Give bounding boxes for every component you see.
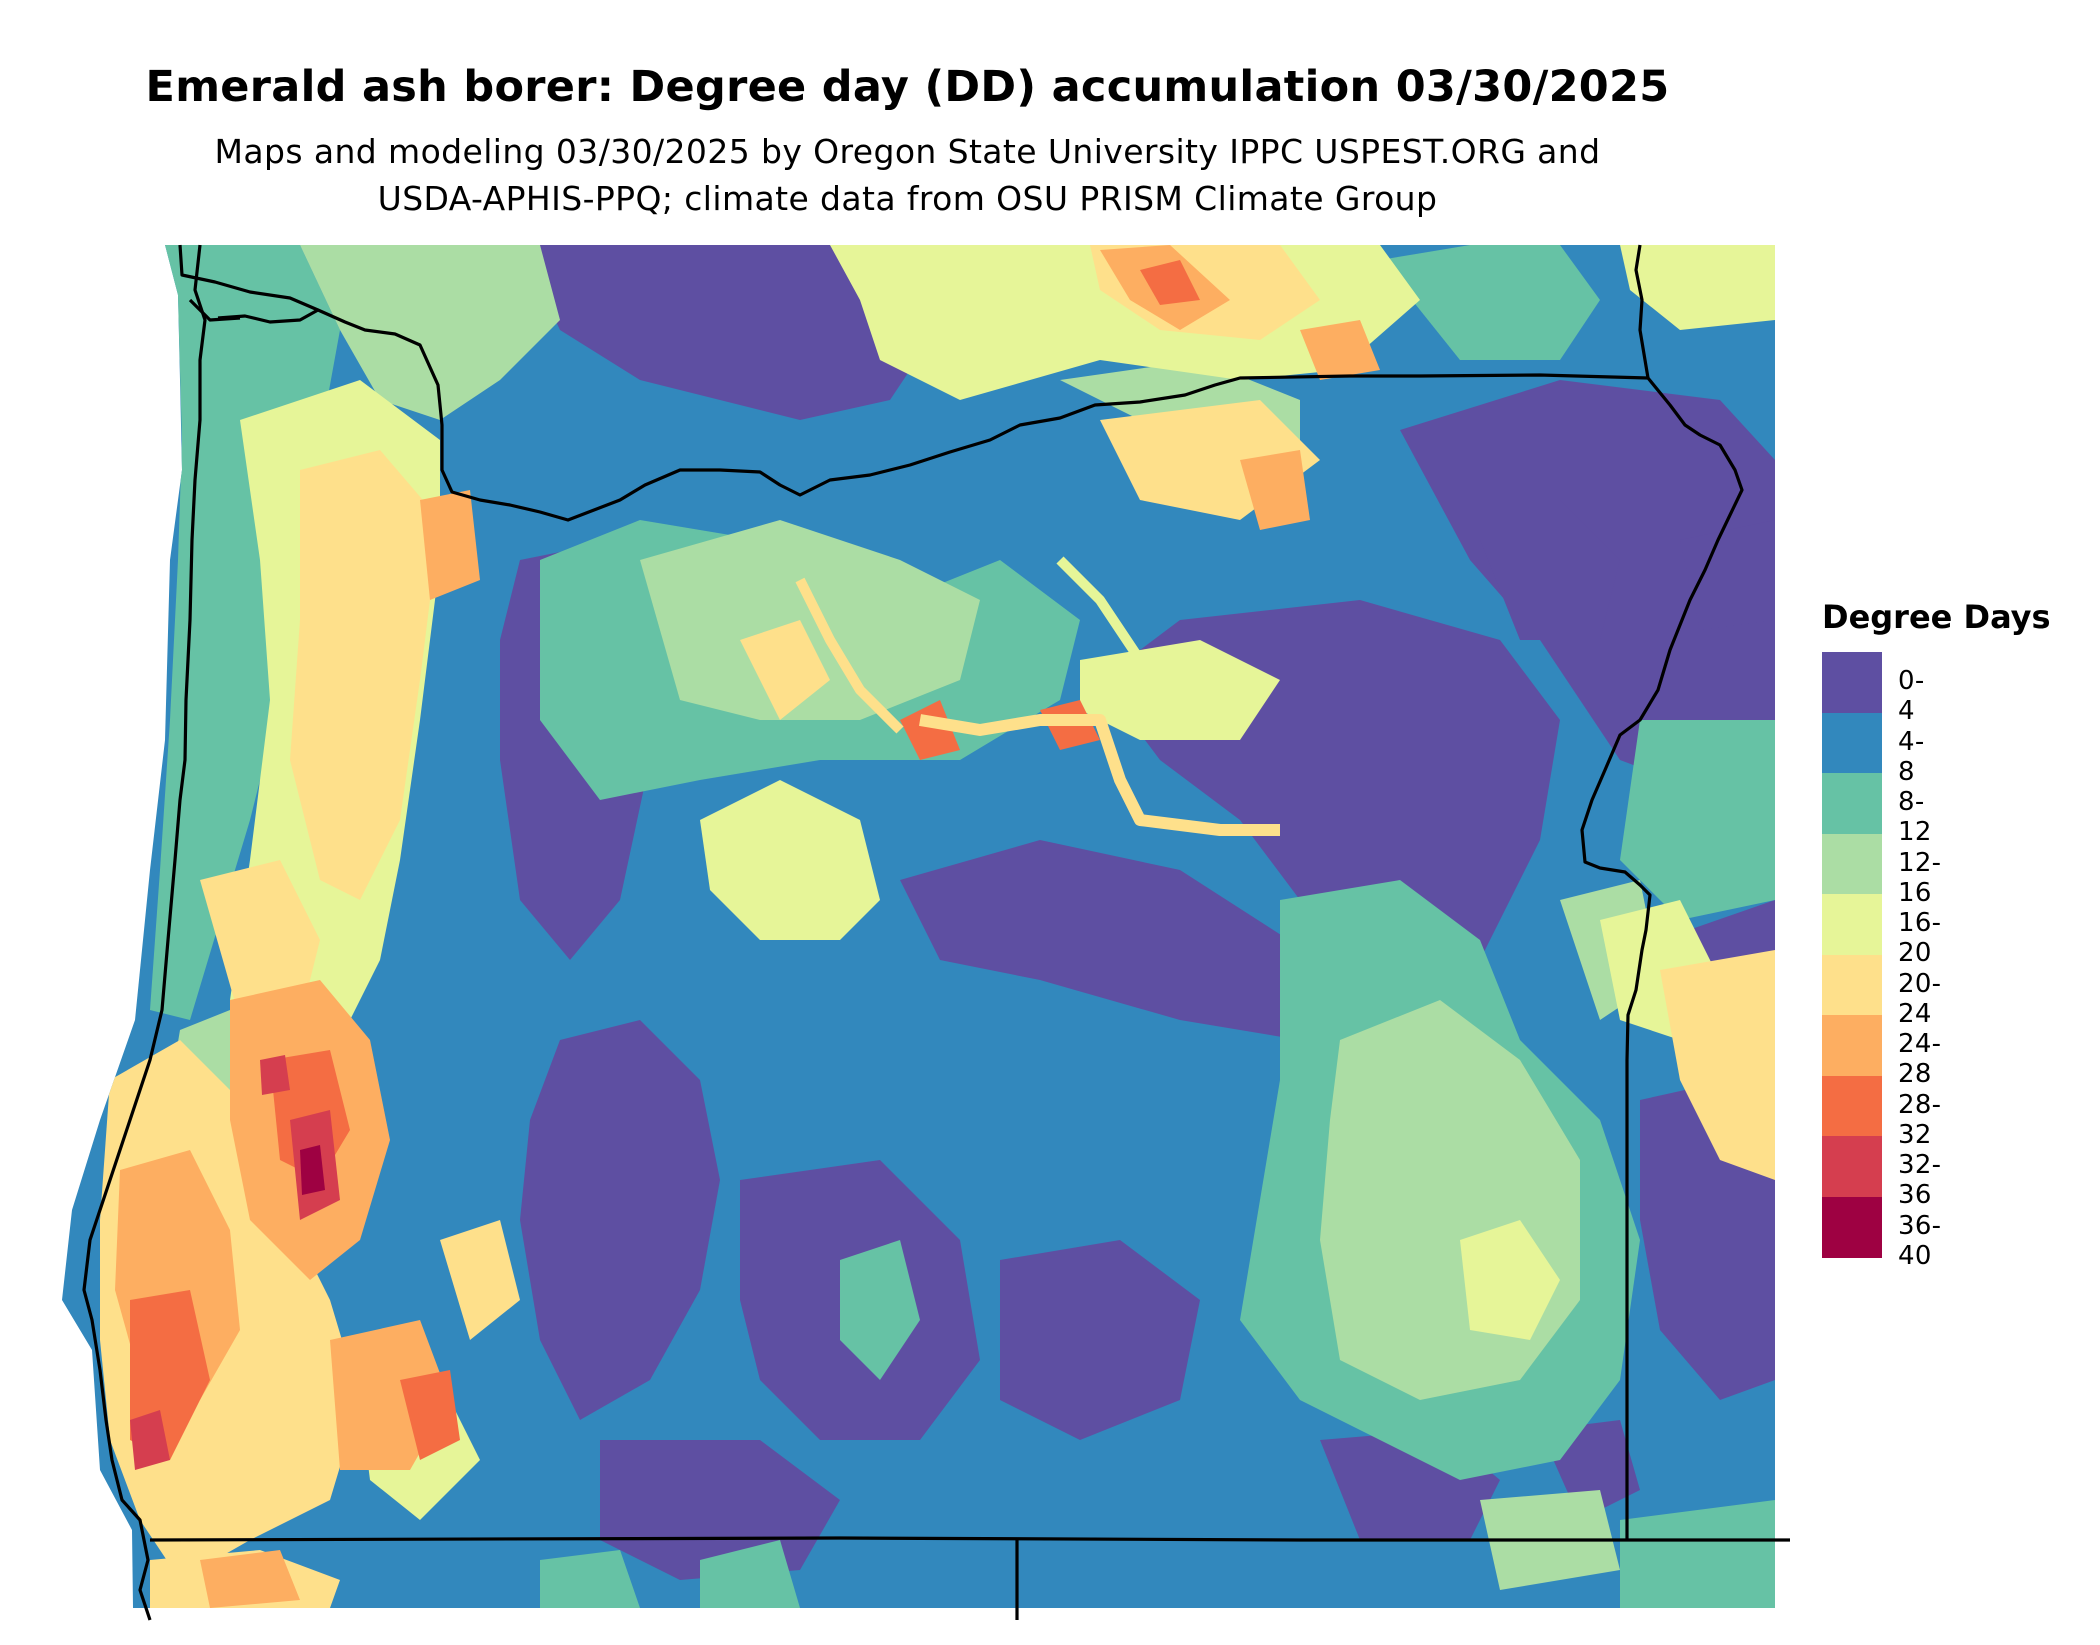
subtitle-line-2: USDA-APHIS-PPQ; climate data from OSU PR… xyxy=(377,179,1438,218)
subtitle-line-1: Maps and modeling 03/30/2025 by Oregon S… xyxy=(214,132,1601,171)
idaho-border-north xyxy=(1634,244,1650,379)
legend-swatch xyxy=(1822,773,1882,834)
legend-label: 24-28 xyxy=(1898,1029,1942,1089)
california-border xyxy=(149,1536,1790,1542)
legend-swatch xyxy=(1822,1196,1882,1258)
legend-label: 0-4 xyxy=(1898,666,1925,726)
dd-zone-0-4 xyxy=(500,245,1775,1580)
legend-label: 20-24 xyxy=(1898,968,1942,1029)
legend-swatch xyxy=(1822,894,1882,955)
legend-title: Degree Days xyxy=(1822,598,2051,636)
legend-label: 28-32 xyxy=(1898,1089,1942,1150)
map-title: Emerald ash borer: Degree day (DD) accum… xyxy=(145,62,1670,112)
legend-swatch xyxy=(1822,1075,1882,1137)
ridge-bands xyxy=(795,556,1280,836)
legend-label: 4-8 xyxy=(1898,726,1925,787)
legend-label: 12-16 xyxy=(1898,847,1942,908)
legend-swatch xyxy=(1822,1136,1882,1197)
legend-label: 8-12 xyxy=(1898,787,1932,847)
legend-label: 16-20 xyxy=(1898,908,1942,968)
legend-swatch xyxy=(1822,833,1882,895)
washington-coast xyxy=(188,298,241,322)
raster-layer xyxy=(62,245,1775,1608)
legend-swatch xyxy=(1822,954,1882,1016)
coastline xyxy=(82,244,207,1621)
state-borders xyxy=(82,244,1790,1621)
legend-swatch xyxy=(1822,712,1882,774)
legend-swatch xyxy=(1822,652,1882,713)
dd-zone-36-40 xyxy=(300,1145,325,1195)
columbia-river-border xyxy=(178,244,1744,1540)
legend-label: 36-40 xyxy=(1898,1210,1942,1271)
legend-label: 32-36 xyxy=(1898,1150,1942,1210)
legend-swatch xyxy=(1822,1015,1882,1076)
map-subtitle: Maps and modeling 03/30/2025 by Oregon S… xyxy=(0,128,1815,222)
